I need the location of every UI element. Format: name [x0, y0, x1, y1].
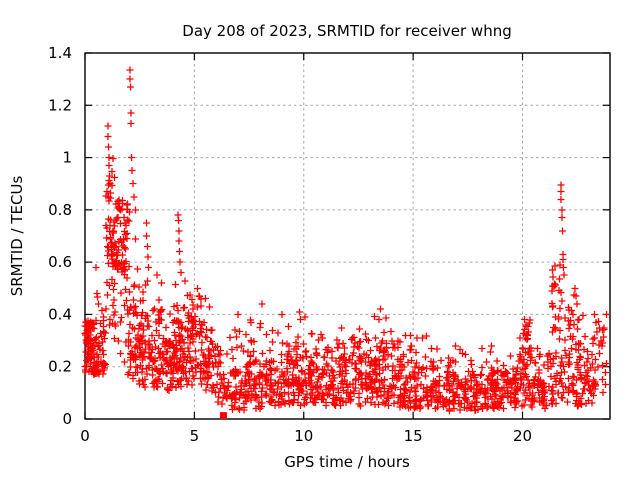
x-tick-label: 5 — [190, 427, 200, 445]
y-tick-label: 0.4 — [48, 305, 72, 323]
x-tick-label: 10 — [294, 427, 313, 445]
special-marker — [219, 412, 227, 420]
y-tick-label: 0.6 — [48, 253, 72, 271]
x-tick-label: 0 — [80, 427, 90, 445]
y-tick-label: 1.2 — [48, 96, 72, 114]
y-tick-label: 0.8 — [48, 201, 72, 219]
y-tick-labels: 0 0.2 0.4 0.6 0.8 1 1.2 1.4 — [48, 44, 72, 428]
x-axis-label: GPS time / hours — [284, 453, 410, 471]
x-tick-label: 20 — [513, 427, 532, 445]
y-tick-label: 1.4 — [48, 44, 72, 62]
scatter-points — [81, 66, 610, 415]
x-tick-labels: 0 5 10 15 20 — [80, 427, 532, 445]
y-tick-label: 1 — [62, 149, 72, 167]
y-tick-label: 0 — [62, 410, 72, 428]
plot-border — [84, 52, 611, 420]
y-axis-label: SRMTID / TECUs — [8, 176, 26, 297]
x-tick-label: 15 — [404, 427, 423, 445]
chart-title: Day 208 of 2023, SRMTID for receiver whn… — [182, 22, 511, 40]
y-tick-label: 0.2 — [48, 358, 72, 376]
